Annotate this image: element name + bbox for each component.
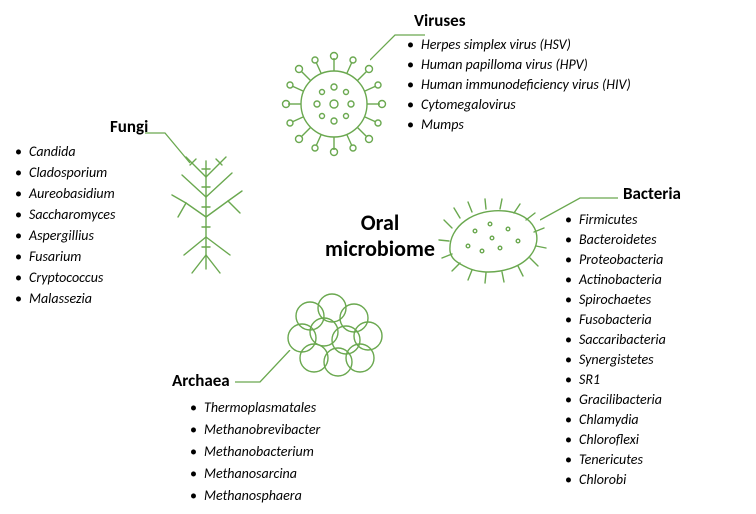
bacteria-item: Fusobacteria — [565, 310, 666, 330]
bacteria-list: FirmicutesBacteroidetesProteobacteriaAct… — [565, 210, 666, 490]
viruses-connector — [370, 30, 430, 70]
fungi-label: Fungi — [110, 116, 148, 137]
bacteria-item: Tenericutes — [565, 450, 666, 470]
viruses-label: Viruses — [414, 10, 466, 31]
bacteria-item: Synergistetes — [565, 350, 666, 370]
bacteria-item: Gracilibacteria — [565, 390, 666, 410]
bacteria-item: Proteobacteria — [565, 250, 666, 270]
fungi-item: Saccharomyces — [15, 204, 115, 225]
archaea-item: Methanosarcina — [190, 463, 320, 485]
fungi-list: CandidaCladosporiumAureobasidiumSaccharo… — [15, 141, 115, 309]
bacteria-item: Bacteroidetes — [565, 230, 666, 250]
bacterium-icon — [430, 196, 550, 286]
fungi-item: Fusarium — [15, 246, 115, 267]
fungi-connector — [145, 128, 195, 168]
archaea-icon — [280, 288, 390, 383]
viruses-item: Human papilloma virus (HPV) — [407, 55, 631, 75]
archaea-item: Methanobacterium — [190, 441, 320, 463]
viruses-list: Herpes simplex virus (HSV)Human papillom… — [407, 35, 631, 135]
bacteria-item: SR1 — [565, 370, 666, 390]
archaea-item: Methanobrevibacter — [190, 419, 320, 441]
bacteria-item: Actinobacteria — [565, 270, 666, 290]
fungi-item: Candida — [15, 141, 115, 162]
archaea-item: Thermoplasmatales — [190, 397, 320, 419]
fungi-item: Aspergillius — [15, 225, 115, 246]
viruses-item: Cytomegalovirus — [407, 95, 631, 115]
bacteria-item: Chloroflexi — [565, 430, 666, 450]
archaea-connector — [235, 350, 295, 390]
fungi-item: Cladosporium — [15, 162, 115, 183]
bacteria-item: Chlorobi — [565, 470, 666, 490]
fungi-item: Aureobasidium — [15, 183, 115, 204]
fungi-item: Malassezia — [15, 288, 115, 309]
bacteria-item: Spirochaetes — [565, 290, 666, 310]
viruses-item: Herpes simplex virus (HSV) — [407, 35, 631, 55]
diagram-canvas: Oral microbiome Viruses Herpes simplex v… — [0, 0, 756, 514]
archaea-label: Archaea — [172, 370, 230, 391]
archaea-item: Methanosphaera — [190, 485, 320, 507]
fungus-icon — [162, 155, 250, 275]
fungi-item: Cryptococcus — [15, 267, 115, 288]
viruses-item: Mumps — [407, 115, 631, 135]
bacteria-label: Bacteria — [623, 183, 681, 204]
bacteria-connector — [540, 195, 620, 225]
bacteria-item: Chlamydia — [565, 410, 666, 430]
viruses-item: Human immunodeficiency virus (HIV) — [407, 75, 631, 95]
bacteria-item: Saccaribacteria — [565, 330, 666, 350]
archaea-list: ThermoplasmatalesMethanobrevibacterMetha… — [190, 397, 320, 507]
